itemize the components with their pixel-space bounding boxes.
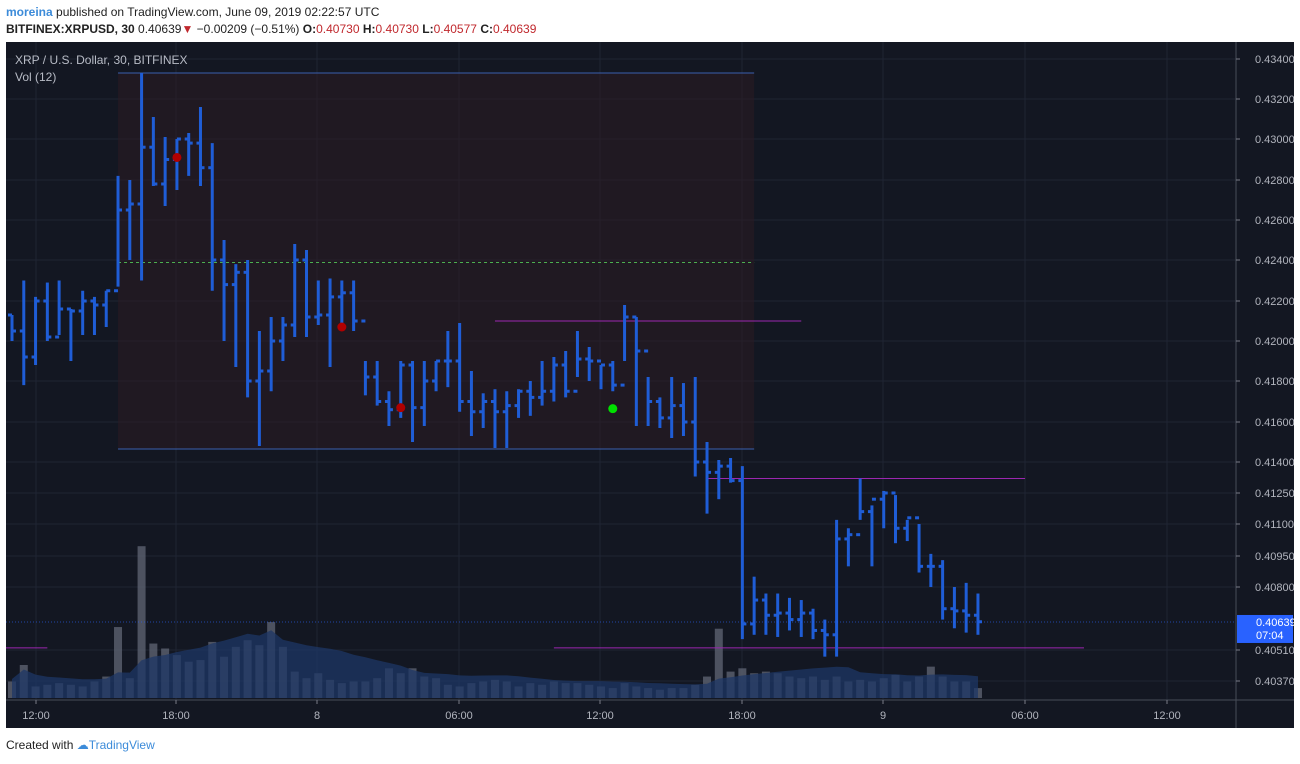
volume-bar — [714, 628, 723, 698]
price-tick-label: 0.40510 — [1255, 645, 1294, 657]
symbol-name: BITFINEX:XRPUSD, 30 — [6, 22, 135, 36]
chart-area[interactable]: 0.43400 0.43200 0.43000 0.42800 0.42600 0.424… — [6, 42, 1294, 728]
signal-marker — [396, 403, 406, 413]
open-label: O: — [302, 22, 317, 36]
last-price: 0.40639 — [138, 22, 182, 36]
high-label: H: — [362, 22, 376, 36]
price-tick-label: 0.40950 — [1255, 551, 1294, 563]
close-label: C: — [480, 22, 493, 36]
countdown-label: 07:04 — [1256, 630, 1284, 642]
price-tick-label: 0.42600 — [1255, 215, 1294, 227]
down-arrow-icon: ▼ — [181, 22, 194, 36]
footer: Created with ☁TradingView — [6, 738, 155, 752]
price-tick-label: 0.42400 — [1255, 255, 1294, 267]
price-tick-label: 0.41250 — [1255, 488, 1294, 500]
last-price-tag-label: 0.40639 — [1256, 617, 1294, 629]
time-tick-label: 06:00 — [445, 710, 473, 722]
price-tick-label: 0.41800 — [1255, 376, 1294, 388]
price-change: −0.00209 (−0.51%) — [196, 22, 300, 36]
open-value: 0.40730 — [316, 22, 360, 36]
price-tick-label: 0.41100 — [1255, 519, 1294, 531]
close-value: 0.40639 — [492, 22, 537, 36]
price-tick-label: 0.42000 — [1255, 336, 1294, 348]
volume-ma-area — [12, 630, 978, 698]
time-tick-label: 9 — [880, 710, 886, 722]
last-price-tag — [1237, 614, 1293, 643]
published-text: published on TradingView.com, June 09, 2… — [56, 5, 380, 19]
signal-marker — [172, 152, 182, 162]
author-link[interactable]: moreina — [6, 5, 53, 19]
price-axis-bg — [1236, 42, 1294, 728]
low-label: L: — [422, 22, 434, 36]
tradingview-link[interactable]: TradingView — [88, 738, 155, 752]
chart-legend: XRP / U.S. Dollar, 30, BITFINEX Vol (12) — [15, 52, 188, 86]
price-tick-label: 0.43400 — [1255, 54, 1294, 66]
price-tick-label: 0.42200 — [1255, 296, 1294, 308]
publish-line: moreina published on TradingView.com, Ju… — [6, 5, 379, 19]
price-tick-label: 0.43000 — [1255, 134, 1294, 146]
price-tick-label: 0.40800 — [1255, 582, 1294, 594]
created-with-text: Created with — [6, 738, 74, 752]
time-tick-label: 8 — [314, 710, 320, 722]
time-tick-label: 12:00 — [586, 710, 614, 722]
signal-marker — [337, 322, 347, 332]
time-tick-label: 18:00 — [728, 710, 756, 722]
high-value: 0.40730 — [375, 22, 419, 36]
signal-marker — [608, 404, 618, 414]
time-tick-label: 06:00 — [1011, 710, 1039, 722]
time-tick-label: 12:00 — [1153, 710, 1181, 722]
symbol-line: BITFINEX:XRPUSD, 30 0.40639▼ −0.00209 (−… — [6, 22, 536, 36]
time-tick-label: 18:00 — [162, 710, 190, 722]
legend-volume: Vol (12) — [15, 70, 57, 84]
price-tick-label: 0.41400 — [1255, 457, 1294, 469]
legend-title: XRP / U.S. Dollar, 30, BITFINEX — [15, 53, 188, 67]
price-chart[interactable]: 0.43400 0.43200 0.43000 0.42800 0.42600 0.424… — [6, 42, 1294, 728]
volume-bar — [114, 627, 123, 698]
low-value: 0.40577 — [433, 22, 477, 36]
price-tick-label: 0.42800 — [1255, 175, 1294, 187]
time-tick-label: 12:00 — [22, 710, 50, 722]
price-tick-label: 0.40370 — [1255, 676, 1294, 688]
price-tick-label: 0.43200 — [1255, 94, 1294, 106]
price-tick-label: 0.41600 — [1255, 417, 1294, 429]
tradingview-logo-icon[interactable]: ☁ — [76, 738, 89, 752]
